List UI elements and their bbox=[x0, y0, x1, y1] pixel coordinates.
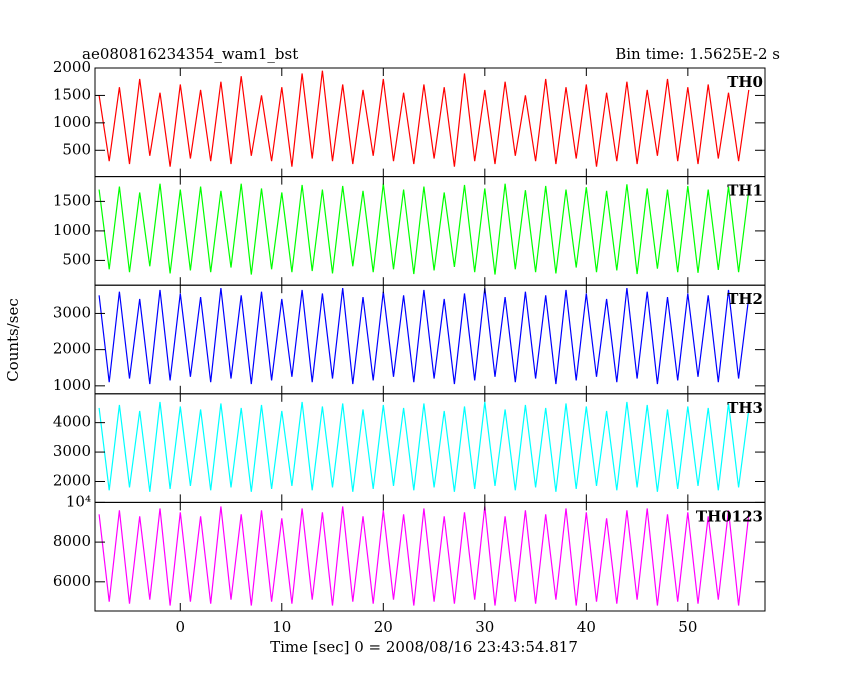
x-tick-label: 50 bbox=[678, 618, 697, 636]
light-curve bbox=[98, 288, 750, 385]
chart-title: ae080816234354_wam1_bst bbox=[82, 45, 298, 63]
x-tick-label: 20 bbox=[374, 618, 393, 636]
x-tick-label: 30 bbox=[475, 618, 494, 636]
y-tick-label: 1000 bbox=[53, 376, 91, 394]
panel-label: TH0123 bbox=[696, 507, 763, 525]
y-tick-label: 3000 bbox=[53, 442, 91, 460]
y-tick-label: 10⁴ bbox=[66, 492, 91, 510]
y-tick-label: 2000 bbox=[53, 340, 91, 358]
light-curve bbox=[98, 70, 750, 167]
y-tick-label: 2000 bbox=[53, 472, 91, 490]
panel-label: TH1 bbox=[727, 182, 763, 200]
chart-subtitle: Bin time: 1.5625E-2 s bbox=[615, 45, 780, 63]
x-tick-label: 10 bbox=[272, 618, 291, 636]
panel-label: TH3 bbox=[727, 399, 763, 417]
panel-label: TH2 bbox=[727, 290, 763, 308]
y-tick-label: 2000 bbox=[53, 58, 91, 76]
y-tick-label: 500 bbox=[62, 250, 91, 268]
light-curve bbox=[98, 506, 750, 606]
y-tick-label: 4000 bbox=[53, 413, 91, 431]
y-tick-label: 8000 bbox=[53, 532, 91, 550]
y-tick-label: 1500 bbox=[53, 85, 91, 103]
y-axis-label: Counts/sec bbox=[4, 298, 22, 382]
panel-label: TH0 bbox=[727, 73, 763, 91]
y-tick-label: 500 bbox=[62, 140, 91, 158]
light-curve bbox=[98, 183, 750, 275]
y-tick-label: 6000 bbox=[53, 572, 91, 590]
y-tick-label: 1500 bbox=[53, 191, 91, 209]
light-curve bbox=[98, 401, 750, 492]
y-tick-label: 3000 bbox=[53, 303, 91, 321]
x-axis-label: Time [sec] 0 = 2008/08/16 23:43:54.817 bbox=[270, 638, 578, 656]
x-tick-label: 40 bbox=[577, 618, 596, 636]
y-tick-label: 1000 bbox=[53, 221, 91, 239]
x-tick-label: 0 bbox=[175, 618, 185, 636]
panel-frame bbox=[94, 501, 766, 612]
y-tick-label: 1000 bbox=[53, 113, 91, 131]
